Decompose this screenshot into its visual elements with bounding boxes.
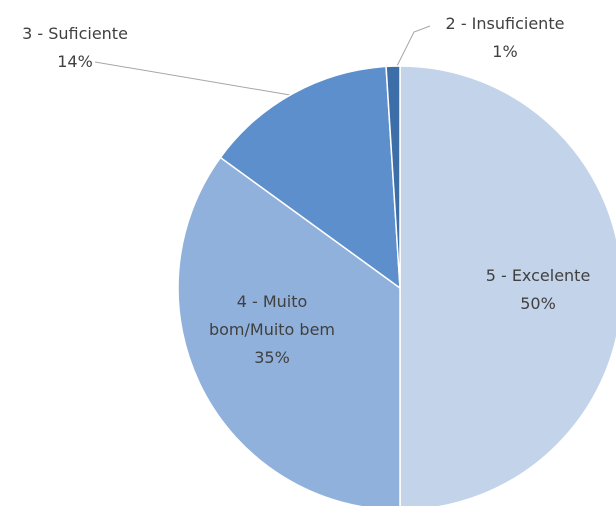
category-label: 5 - Excelente bbox=[485, 266, 591, 285]
category-label: 2 - Insuficiente bbox=[445, 14, 565, 33]
pie-slice bbox=[177, 156, 401, 506]
pie-slice bbox=[399, 65, 616, 506]
value-label: 35% bbox=[254, 348, 290, 367]
value-label: 50% bbox=[520, 294, 556, 313]
pie-slice bbox=[219, 65, 401, 290]
category-label: 3 - Suficiente bbox=[22, 24, 128, 43]
category-label: 4 - Muito bom/Muito bem bbox=[208, 292, 336, 339]
slice-label: 3 - Suficiente 14% bbox=[0, 20, 155, 76]
leader-line bbox=[94, 61, 291, 96]
leader-line bbox=[395, 25, 431, 69]
value-label: 1% bbox=[492, 42, 518, 61]
slice-label: 5 - Excelente 50% bbox=[468, 262, 608, 318]
value-label: 14% bbox=[57, 52, 93, 71]
pie-slice bbox=[385, 65, 401, 289]
slice-label: 4 - Muito bom/Muito bem 35% bbox=[207, 288, 337, 372]
slice-label: 2 - Insuficiente 1% bbox=[425, 10, 585, 66]
